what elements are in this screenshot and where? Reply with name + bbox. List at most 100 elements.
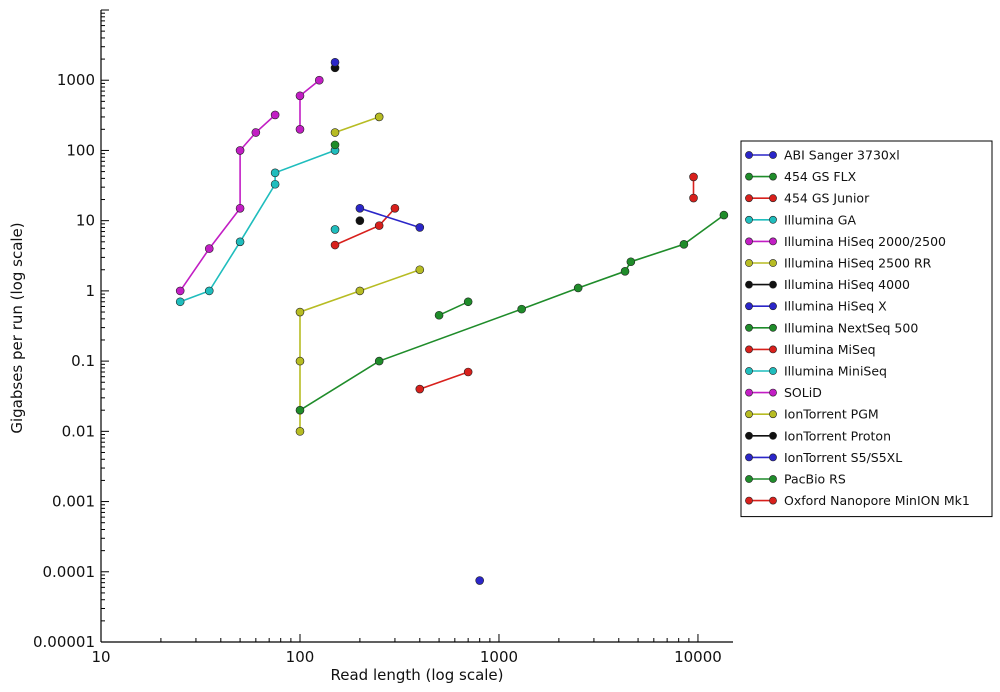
y-axis-label: Gigabses per run (log scale) xyxy=(8,222,26,433)
series-group xyxy=(689,172,698,203)
data-point xyxy=(390,204,400,213)
legend-marker xyxy=(745,259,753,267)
legend-label: Illumina GA xyxy=(784,212,856,227)
legend-marker xyxy=(769,323,777,332)
legend-label: ABI Sanger 3730xl xyxy=(784,148,900,163)
data-point xyxy=(314,75,324,85)
data-point xyxy=(374,221,384,230)
series-line xyxy=(334,116,380,134)
legend-marker xyxy=(745,172,753,181)
data-point xyxy=(235,204,245,213)
legend-label: Illumina MiniSeq xyxy=(784,364,887,379)
legend-label: Illumina HiSeq 4000 xyxy=(784,277,910,292)
data-point xyxy=(235,146,245,155)
legend-box xyxy=(740,140,993,518)
series-group xyxy=(295,265,425,436)
series-group xyxy=(355,216,365,225)
legend-marker xyxy=(745,410,753,419)
legend-marker xyxy=(769,215,777,224)
data-point xyxy=(374,112,384,122)
legend-marker xyxy=(745,237,753,246)
data-point xyxy=(689,193,698,203)
data-point xyxy=(355,286,365,296)
data-point xyxy=(475,576,484,585)
series-line xyxy=(179,149,336,303)
legend-label: Illumina NextSeq 500 xyxy=(784,320,918,335)
y-tick-label: 100 xyxy=(66,141,95,159)
y-tick-label: 0.001 xyxy=(52,493,95,511)
legend-marker xyxy=(745,345,753,354)
y-tick-label: 10 xyxy=(76,212,95,230)
data-point xyxy=(295,356,305,366)
data-point xyxy=(295,307,305,317)
series-group xyxy=(415,367,473,394)
series-group xyxy=(330,140,340,150)
y-tick-label: 1 xyxy=(85,282,95,300)
legend-marker xyxy=(769,151,777,159)
y-tick-label: 1000 xyxy=(57,71,95,89)
data-point xyxy=(573,283,583,293)
series-line xyxy=(419,371,469,390)
series-group xyxy=(330,112,384,137)
x-tick-label: 1000 xyxy=(480,648,518,666)
legend-marker xyxy=(769,388,777,397)
data-point xyxy=(270,168,280,178)
series-group xyxy=(330,204,400,250)
data-point xyxy=(415,265,425,275)
legend-marker xyxy=(769,410,777,419)
series-line xyxy=(438,301,469,316)
legend-marker xyxy=(769,172,777,181)
series-group xyxy=(355,204,425,232)
legend-marker xyxy=(769,431,777,440)
y-tick-label: 0.01 xyxy=(62,422,95,440)
legend-label: PacBio RS xyxy=(784,472,846,487)
legend-marker xyxy=(769,453,777,462)
data-point xyxy=(330,140,340,150)
series-group xyxy=(295,75,324,134)
legend-marker xyxy=(745,388,753,397)
legend-marker xyxy=(745,475,753,483)
series-line xyxy=(299,214,725,411)
data-point xyxy=(719,210,729,220)
series-group xyxy=(295,210,729,415)
series-group xyxy=(175,110,280,296)
series-line xyxy=(359,207,421,229)
legend-label: 454 GS FLX xyxy=(784,169,857,184)
y-tick-label: 0.0001 xyxy=(43,563,96,581)
data-point xyxy=(330,225,340,234)
legend-label: Oxford Nanopore MinION Mk1 xyxy=(784,493,970,508)
legend: ABI Sanger 3730xl 454 GS FLX 454 GS Junior… xyxy=(740,140,993,518)
legend-marker xyxy=(745,215,753,224)
legend-marker xyxy=(769,345,777,354)
legend-label: IonTorrent S5/S5XL xyxy=(784,450,902,465)
data-point xyxy=(355,204,365,213)
data-point xyxy=(295,91,305,101)
legend-marker xyxy=(745,323,753,332)
legend-label: Illumina HiSeq 2500 RR xyxy=(784,256,932,271)
data-series xyxy=(175,57,729,585)
data-point xyxy=(251,128,261,137)
data-point xyxy=(204,286,214,296)
data-point xyxy=(620,267,630,276)
legend-marker xyxy=(745,367,753,375)
legend-label: SOLiD xyxy=(784,385,822,400)
legend-marker xyxy=(769,496,777,505)
legend-label: IonTorrent PGM xyxy=(784,407,879,422)
data-point xyxy=(626,257,636,267)
legend-marker xyxy=(769,302,777,311)
y-tick-label: 0.1 xyxy=(71,352,95,370)
legend-marker xyxy=(745,280,753,289)
series-line xyxy=(334,207,396,246)
data-point xyxy=(415,223,425,232)
series-line xyxy=(299,79,320,130)
legend-marker xyxy=(745,496,753,505)
data-point xyxy=(270,179,280,189)
data-point xyxy=(270,110,280,120)
data-point xyxy=(295,427,305,436)
x-tick-label: 10000 xyxy=(674,648,722,666)
legend-marker xyxy=(769,280,777,289)
legend-label: 454 GS Junior xyxy=(784,191,870,206)
data-point xyxy=(679,240,689,249)
